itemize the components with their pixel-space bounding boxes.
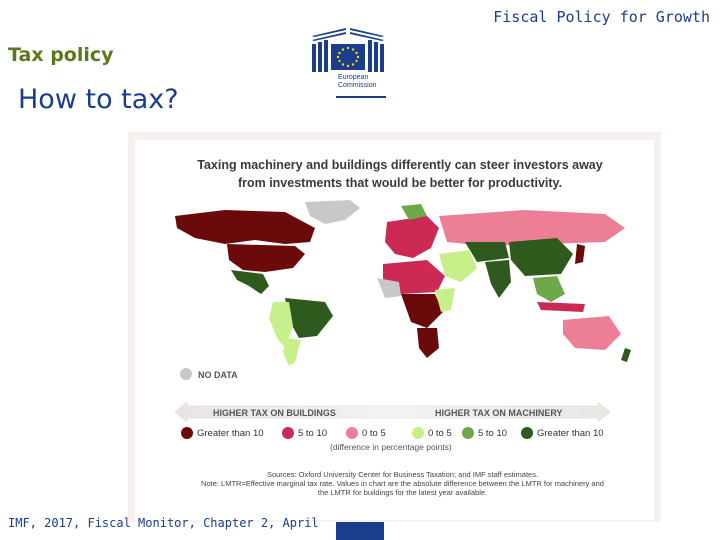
arrow-right-label: HIGHER TAX ON MACHINERY	[435, 408, 563, 418]
nodata-swatch	[180, 368, 192, 380]
legend-label: Greater than 10	[537, 427, 604, 439]
legend-swatch	[282, 427, 294, 439]
map-region-australia	[563, 316, 621, 350]
note-line: Note: LMTR=Effective marginal tax rate. …	[201, 479, 604, 488]
note-line: the LMTR for buildings for the latest ye…	[317, 488, 488, 497]
legend-item: 5 to 10	[282, 426, 327, 440]
sources-line: Sources: Oxford University Center for Bu…	[266, 470, 539, 479]
world-map	[175, 200, 631, 366]
legend-swatch	[412, 427, 424, 439]
legend-label: 0 to 5	[362, 427, 386, 439]
map-region-india	[485, 260, 511, 298]
legend-item: 0 to 5	[346, 426, 386, 440]
legend-item: Greater than 10	[181, 426, 264, 440]
logo-text: European Commission	[338, 74, 377, 90]
map-region-middle-east	[439, 250, 477, 282]
legend-swatch	[181, 427, 193, 439]
page-heading: How to tax?	[18, 84, 179, 115]
map-region-scandinavia	[401, 204, 427, 220]
map-region-argentina	[283, 338, 301, 366]
map-region-andes	[269, 302, 293, 348]
figure-title-line1: Taxing machinery and buildings different…	[197, 158, 603, 172]
map-region-japan	[575, 244, 585, 264]
map-region-china	[509, 238, 573, 276]
direction-arrow	[175, 401, 610, 423]
map-region-mexico	[231, 270, 269, 294]
section-title: Tax policy	[8, 44, 114, 66]
logo-underline	[336, 96, 386, 98]
map-region-new-zealand	[621, 348, 631, 362]
presentation-title: Fiscal Policy for Growth	[493, 8, 710, 26]
figure-title-line2: from investments that would be better fo…	[237, 176, 563, 190]
legend-label: 0 to 5	[428, 427, 452, 439]
legend-label: 5 to 10	[478, 427, 508, 439]
map-region-greenland	[305, 200, 360, 224]
map-region-brazil	[285, 298, 333, 338]
nodata-label: NO DATA	[198, 370, 238, 380]
legend-item: 5 to 10	[462, 426, 507, 440]
european-commission-logo	[312, 28, 384, 72]
legend-note: (difference in percentage points)	[330, 442, 452, 452]
figure-sources: Sources: Oxford University Center for Bu…	[175, 470, 630, 497]
legend-label: 5 to 10	[298, 427, 328, 439]
map-region-west-africa	[377, 278, 401, 298]
logo-text-line2: Commission	[338, 82, 377, 89]
map-region-indonesia	[537, 302, 585, 312]
legend-swatch	[521, 427, 533, 439]
map-region-central-asia	[465, 242, 509, 262]
map-region-central-africa	[401, 294, 443, 328]
logo-text-line1: European	[338, 74, 369, 81]
legend-swatch	[346, 427, 358, 439]
map-region-southern-africa	[417, 328, 439, 358]
map-region-usa	[227, 244, 305, 272]
citation: IMF, 2017, Fiscal Monitor, Chapter 2, Ap…	[8, 516, 319, 530]
map-region-southeast-asia	[533, 276, 565, 302]
legend-label: Greater than 10	[197, 427, 264, 439]
bottom-flag-bar	[336, 522, 384, 540]
figure-title: Taxing machinery and buildings different…	[190, 156, 610, 192]
legend-item: 0 to 5	[412, 426, 452, 440]
legend-swatch	[462, 427, 474, 439]
map-region-russia	[439, 210, 625, 246]
map-region-canada	[175, 210, 315, 244]
map-region-east-africa	[435, 288, 455, 312]
map-region-europe	[385, 216, 439, 258]
arrow-left-label: HIGHER TAX ON BUILDINGS	[213, 408, 336, 418]
legend-item: Greater than 10	[521, 426, 604, 440]
